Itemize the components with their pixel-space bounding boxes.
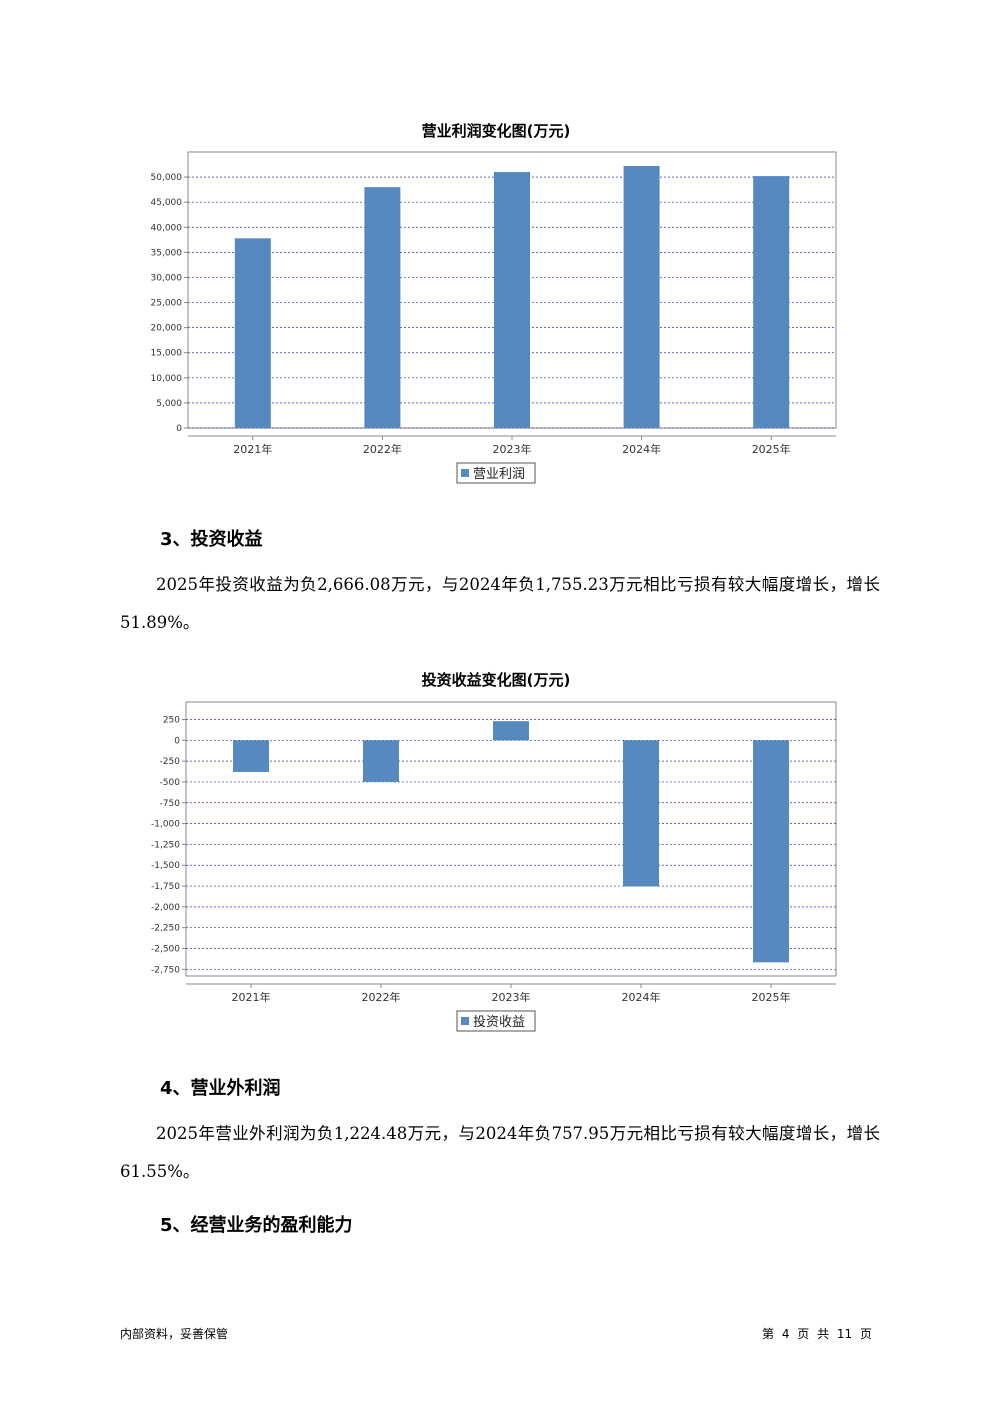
y-tick-label: 15,000 <box>151 349 183 359</box>
y-tick-label: -250 <box>160 757 181 767</box>
x-tick-label: 2022年 <box>362 990 401 1004</box>
paragraph-non-operating-profit: 2025年营业外利润为负1,224.48万元，与2024年负757.95万元相比… <box>120 1124 880 1181</box>
footer-page-number: 第 4 页 共 11 页 <box>762 1327 872 1341</box>
investment-income-chart: 250 0 -250 -500 -750 -1,000 -1,250 -1,500 -1,750… <box>151 701 837 1032</box>
legend-label: 投资收益 <box>473 1014 525 1030</box>
y-tick-label: 30,000 <box>151 273 183 283</box>
x-tick-label: 2025年 <box>752 442 791 456</box>
y-tick-label: -2,750 <box>151 965 180 975</box>
x-tick-label: 2021年 <box>232 990 271 1004</box>
bar-2024年 <box>623 740 659 887</box>
y-tick-label: 5,000 <box>156 399 182 409</box>
legend-label: 营业利润 <box>473 467 525 482</box>
y-tick-label: -1,500 <box>151 861 180 871</box>
bar-2025年 <box>753 176 790 428</box>
x-tick-label: 2023年 <box>493 442 532 456</box>
y-tick-label: -2,250 <box>151 924 180 934</box>
y-tick-label: -1,750 <box>151 882 180 892</box>
section-heading-business-profitability: 5、经营业务的盈利能力 <box>160 1215 353 1236</box>
y-tick-label: 10,000 <box>151 374 183 384</box>
y-tick-label: -2,500 <box>151 945 180 955</box>
y-tick-label: -500 <box>160 778 181 788</box>
y-tick-label: 20,000 <box>151 324 183 334</box>
bar-2021年 <box>233 740 269 772</box>
bar-2024年 <box>623 166 660 428</box>
bar-2022年 <box>364 187 401 428</box>
y-tick-label: -1,250 <box>151 840 180 850</box>
paragraph-investment-income: 2025年投资收益为负2,666.08万元，与2024年负1,755.23万元相… <box>120 575 880 632</box>
x-tick-label: 2021年 <box>233 442 272 456</box>
y-tick-label: 0 <box>176 424 182 434</box>
section-heading-non-operating-profit: 4、营业外利润 <box>160 1078 281 1099</box>
y-tick-label: 0 <box>174 736 180 746</box>
bar-2022年 <box>363 740 399 782</box>
x-tick-label: 2025年 <box>752 990 791 1004</box>
x-tick-label: 2023年 <box>492 990 531 1004</box>
legend-swatch <box>461 1017 469 1025</box>
section-heading-investment-income: 3、投资收益 <box>160 529 263 550</box>
legend-box <box>456 1010 536 1032</box>
legend-swatch <box>461 469 469 477</box>
x-tick-label: 2024年 <box>622 442 661 456</box>
y-tick-label: 50,000 <box>151 173 183 183</box>
y-tick-label: 45,000 <box>151 198 183 208</box>
plot-area <box>185 701 837 977</box>
footer-confidential-note: 内部资料，妥善保管 <box>120 1327 229 1341</box>
bar-2023年 <box>493 721 529 741</box>
chart-title-operating-profit: 营业利润变化图(万元) <box>421 122 571 140</box>
bar-2023年 <box>494 172 530 428</box>
y-tick-label: 35,000 <box>151 248 183 258</box>
y-tick-label: 25,000 <box>151 299 183 309</box>
y-tick-label: -750 <box>160 799 181 809</box>
y-tick-label: 250 <box>163 715 180 725</box>
y-tick-label: -2,000 <box>151 903 180 913</box>
bar-2021年 <box>234 238 271 428</box>
bar-2025年 <box>753 740 789 963</box>
y-tick-label: -1,000 <box>151 820 180 830</box>
x-tick-label: 2022年 <box>363 442 402 456</box>
x-tick-label: 2024年 <box>622 990 661 1004</box>
legend-box <box>456 462 536 484</box>
chart-title-investment-income: 投资收益变化图(万元) <box>421 671 571 689</box>
y-tick-label: 40,000 <box>151 223 183 233</box>
operating-profit-chart: 0 5,000 10,000 15,000 20,000 25,000 30,000 35,0… <box>151 151 837 484</box>
